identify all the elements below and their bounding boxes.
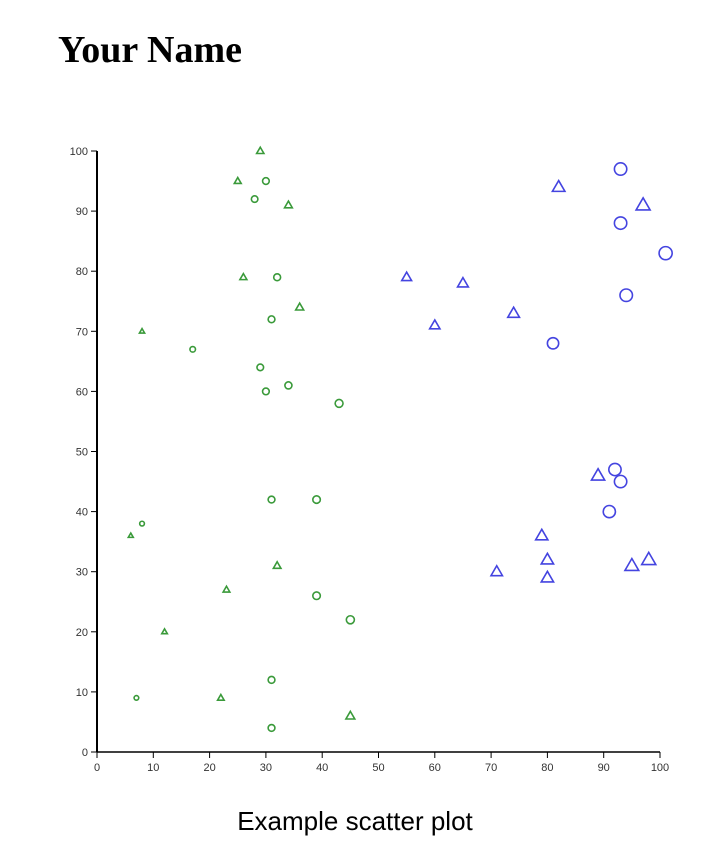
chart-caption: Example scatter plot [237,806,473,836]
circle-marker [133,694,140,702]
triangle-marker [294,301,306,311]
circle-marker [256,363,265,372]
circle-marker [334,398,344,409]
triangle-marker [138,327,147,334]
data-points [126,145,673,733]
circle-marker [546,336,560,350]
triangle-marker [216,692,226,701]
circle-marker [613,162,628,177]
circle-marker [602,504,617,519]
circle-marker [250,195,259,204]
axes: 0 10 20 30 40 50 60 70 80 90 100 0 10 20 30 40 50 60 70 80 9… [70,146,670,774]
x-tick-label: 40 [316,762,328,774]
y-tick-label: 80 [76,266,88,278]
triangle-marker [489,564,504,577]
x-tick-label: 60 [429,762,441,774]
x-tick-label: 20 [203,762,215,774]
x-tick-label: 30 [260,762,272,774]
triangle-marker [534,527,550,541]
circle-marker [312,591,322,601]
triangle-marker [400,270,413,282]
x-tick-label: 100 [651,762,669,774]
triangle-marker [344,709,357,720]
x-tick-label: 50 [372,762,384,774]
circle-marker [613,474,628,489]
y-tick-label: 70 [76,326,88,338]
x-tick-label: 10 [147,762,159,774]
triangle-marker [126,531,135,539]
circle-marker [267,315,276,324]
triangle-marker [539,551,555,565]
circle-marker [261,176,271,186]
triangle-marker [456,276,470,288]
x-tick-label: 0 [94,762,100,774]
circle-marker [138,520,146,527]
y-tick-label: 0 [82,747,88,759]
y-tick-label: 90 [76,206,88,218]
circle-marker [267,675,276,685]
scatter-plot: 0 10 20 30 40 50 60 70 80 90 100 0 10 20 30 40 50 60 70 80 9… [70,145,673,774]
y-tick-label: 40 [76,507,88,519]
circle-marker [613,216,628,231]
triangle-marker [238,271,249,281]
triangle-marker [506,305,521,319]
x-tick-label: 90 [598,762,610,774]
circle-marker [312,495,322,505]
circle-marker [284,381,293,390]
circle-marker [267,495,276,504]
triangle-marker [221,584,232,593]
circle-marker [267,723,276,733]
y-tick-label: 50 [76,447,88,459]
triangle-marker [634,196,652,211]
circle-marker [345,614,356,625]
triangle-marker [640,550,658,566]
triangle-marker [283,199,294,209]
y-tick-label: 30 [76,567,88,579]
page-title: Your Name [58,29,243,71]
triangle-marker [539,569,555,583]
x-tick-label: 80 [541,762,553,774]
y-tick-label: 10 [76,687,88,699]
circle-marker [261,387,271,396]
y-tick-label: 100 [70,146,88,158]
y-tick-label: 20 [76,627,88,639]
y-tick-label: 60 [76,386,88,398]
triangle-marker [623,556,641,572]
triangle-marker [590,467,607,481]
triangle-marker [160,627,169,635]
triangle-marker [551,178,567,193]
triangle-marker [271,560,283,570]
triangle-marker [428,318,442,330]
triangle-marker [255,145,266,155]
x-tick-label: 70 [485,762,497,774]
circle-marker [272,272,282,282]
circle-marker [658,245,673,261]
circle-marker [608,462,622,477]
triangle-marker [232,175,243,185]
circle-marker [189,345,197,353]
circle-marker [619,288,634,303]
